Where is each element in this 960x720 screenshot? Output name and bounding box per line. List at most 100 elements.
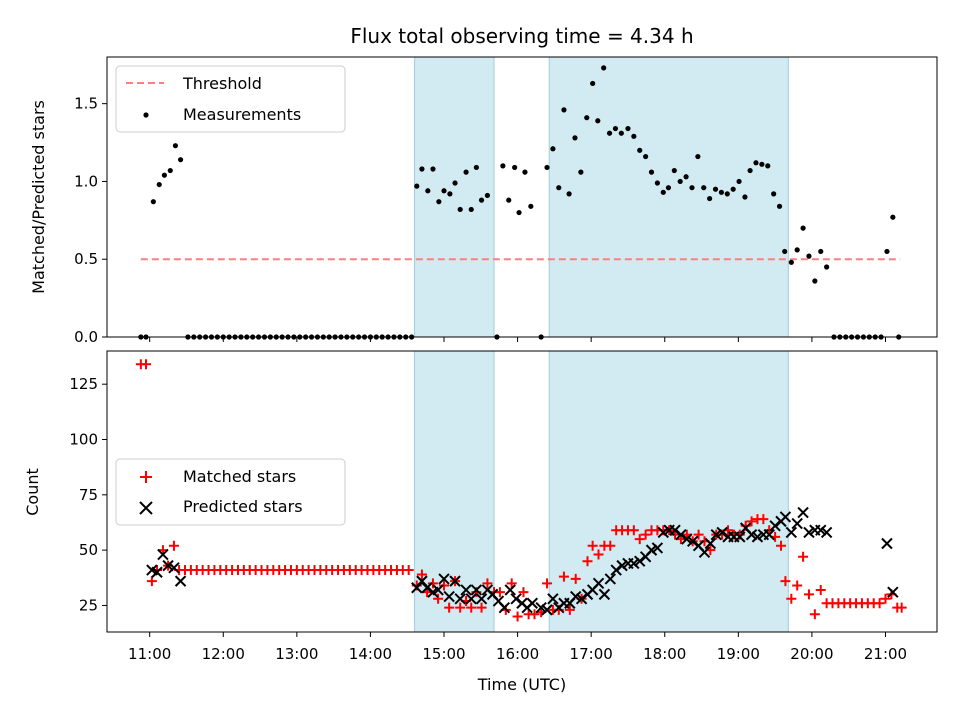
- predicted-stars-point: [526, 597, 539, 609]
- measurements-point: [625, 125, 631, 132]
- measurements-point: [522, 169, 528, 175]
- counts-series-layer: [135, 359, 907, 622]
- x-tick-label: 11:00: [128, 645, 171, 663]
- measurements-point: [643, 153, 649, 160]
- measurements-point: [665, 185, 672, 191]
- predicted-stars-point: [535, 601, 547, 614]
- measurements-point: [683, 174, 689, 180]
- matched-stars-point: [880, 593, 891, 604]
- matched-stars-point: [780, 576, 791, 587]
- predicted-stars-point: [575, 593, 588, 605]
- measurements-point: [512, 164, 518, 171]
- predicted-stars-point: [734, 531, 746, 543]
- matched-stars-point: [798, 551, 809, 562]
- matched-stars-point: [518, 587, 529, 598]
- x-tick-label: 18:00: [643, 645, 686, 663]
- ratio-legend: Threshold Measurements: [115, 65, 346, 133]
- predicted-stars-point: [151, 566, 163, 578]
- predicted-stars-point: [645, 544, 658, 556]
- measurements-point: [689, 185, 695, 191]
- legend-predicted-swatch: [139, 501, 153, 515]
- measurements-point: [648, 169, 655, 175]
- y-tick-label: 75: [79, 486, 98, 504]
- predicted-stars-point: [498, 601, 511, 614]
- predicted-stars-point: [698, 546, 711, 559]
- y-tick-label: 50: [79, 541, 98, 559]
- measurements-point: [747, 167, 753, 174]
- predicted-stars-point: [675, 528, 687, 541]
- predicted-stars-point: [669, 524, 681, 536]
- shaded-span-0: [414, 56, 495, 338]
- measurements-point: [172, 143, 179, 149]
- x-axis-label: Time (UTC): [477, 675, 566, 694]
- predicted-stars-point: [710, 528, 722, 541]
- predicted-stars-point: [791, 517, 803, 530]
- matched-stars-point: [803, 589, 814, 600]
- y-tick-label: 100: [69, 431, 98, 449]
- matched-stars-point: [896, 602, 907, 613]
- matched-stars-point: [466, 602, 477, 613]
- ratio-x-ticks: [149, 337, 886, 342]
- matched-stars-point: [815, 584, 826, 595]
- predicted-stars-point: [634, 555, 646, 567]
- matched-stars-point: [587, 540, 598, 551]
- matched-stars-point: [140, 359, 151, 370]
- measurements-point: [578, 169, 584, 175]
- matched-stars-point: [693, 529, 704, 540]
- measurements-point: [484, 192, 491, 199]
- predicted-stars-point: [547, 593, 559, 605]
- predicted-stars-point: [592, 577, 605, 590]
- counts-x-ticks: 11:00 12:00 13:00 14:00 15:00 16:00 17:00 18:00…: [128, 632, 907, 663]
- ratio-series-layer: [138, 65, 902, 340]
- measurements-point: [150, 199, 156, 205]
- measurements-point: [601, 65, 607, 71]
- predicted-stars-point: [779, 511, 792, 523]
- counts-y-ticks: 25 50 75 100 125: [69, 375, 107, 614]
- measurements-point: [612, 125, 619, 132]
- measurements-point: [707, 195, 713, 202]
- predicted-stars-point: [745, 528, 758, 541]
- measurements-point: [556, 185, 562, 191]
- measurements-point: [701, 185, 707, 191]
- matched-stars-point: [776, 540, 787, 551]
- x-tick-label: 21:00: [864, 645, 907, 663]
- predicted-stars-point: [815, 524, 827, 536]
- predicted-stars-point: [174, 575, 187, 587]
- matched-stars-point: [570, 573, 581, 584]
- measurements-point: [590, 80, 596, 87]
- predicted-stars-point: [510, 593, 522, 605]
- measurements-point: [776, 203, 783, 209]
- measurements-point: [736, 178, 742, 185]
- measurements-point: [572, 135, 578, 141]
- predicted-stars-point: [541, 604, 553, 616]
- ratio-shaded-spans: [414, 56, 789, 338]
- matched-stars-point: [640, 529, 651, 540]
- y-tick-label: 1.0: [74, 172, 98, 190]
- measurements-point: [890, 214, 896, 220]
- shaded-span-1: [548, 56, 789, 338]
- predicted-stars-point: [504, 584, 516, 596]
- predicted-stars-point: [454, 593, 466, 605]
- measurements-point: [419, 166, 425, 172]
- measurements-point: [478, 197, 485, 203]
- matched-stars-point: [146, 576, 157, 587]
- matched-stars-point: [582, 556, 593, 567]
- predicted-stars-point: [598, 588, 611, 601]
- measurements-point: [506, 197, 512, 203]
- measurements-point: [724, 191, 730, 197]
- measurements-point: [414, 183, 420, 189]
- legend-measurements-swatch: [143, 112, 149, 118]
- predicted-stars-point: [421, 582, 433, 594]
- matched-stars-point: [455, 602, 466, 613]
- counts-legend-box: [115, 458, 346, 526]
- predicted-stars-point: [628, 557, 640, 570]
- measurements-point: [528, 203, 534, 209]
- matched-stars-point: [482, 578, 493, 589]
- measurements-point: [742, 194, 748, 200]
- ratio-legend-box: [115, 65, 346, 133]
- measurements-point: [712, 186, 719, 192]
- measurements-point: [436, 199, 442, 205]
- predicted-stars-point: [604, 573, 617, 585]
- measurements-point: [771, 191, 777, 197]
- measurements-point: [800, 225, 806, 231]
